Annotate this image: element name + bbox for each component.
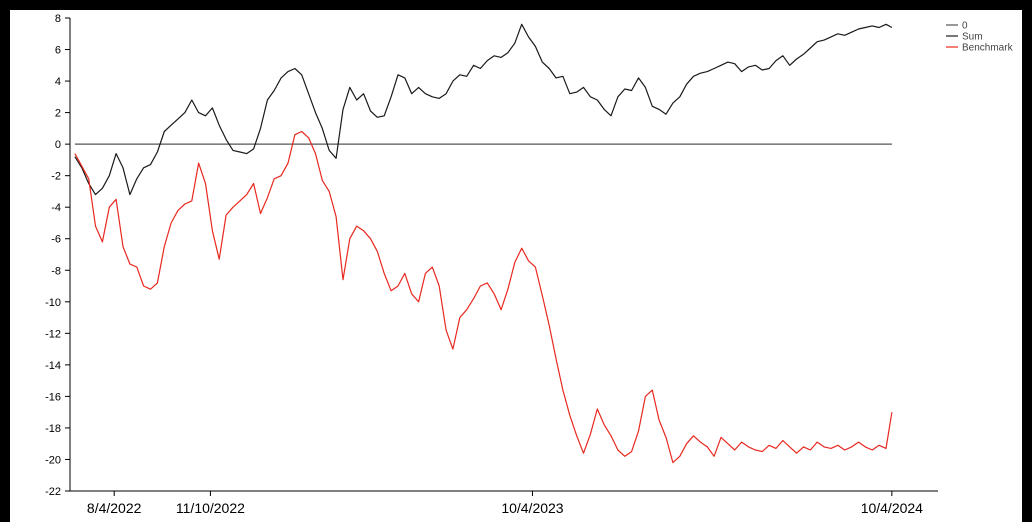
y-tick-label: -2 (51, 171, 61, 183)
x-tick-label: 10/4/2024 (861, 500, 923, 516)
y-tick-label: -20 (45, 454, 61, 466)
x-tick-label: 8/4/2022 (87, 500, 142, 516)
chart-panel-background (10, 10, 1022, 522)
x-tick-label: 11/10/2022 (176, 500, 245, 516)
y-tick-label: -12 (45, 328, 61, 340)
legend-label: Benchmark (962, 43, 1014, 54)
y-tick-label: 0 (55, 139, 61, 151)
x-axis-ticks: 8/4/2022 11/10/2022 10/4/2023 10/4/2024 (87, 491, 923, 516)
legend-label: Sum (962, 32, 983, 43)
series-line-benchmark (74, 130, 893, 464)
y-tick-label: -22 (45, 486, 61, 498)
y-tick-label: -6 (51, 234, 61, 246)
y-tick-label: -4 (51, 202, 61, 214)
x-tick-label: 10/4/2023 (501, 500, 563, 516)
y-tick-label: -10 (45, 297, 61, 309)
y-tick-label: -8 (51, 265, 61, 277)
y-tick-label: -18 (45, 423, 61, 435)
y-tick-label: 2 (55, 108, 61, 120)
y-tick-label: 8 (55, 13, 61, 25)
y-axis-ticks: 8 6 4 2 0 -2 -4 -6 -8 -10 -12 -14 -16 -18 -20 -22 (45, 13, 70, 498)
y-tick-label: 4 (55, 76, 61, 88)
series-lines (74, 23, 893, 464)
y-tick-label: -14 (45, 360, 61, 372)
legend-label: 0 (962, 21, 968, 32)
y-tick-label: 6 (55, 45, 61, 57)
y-tick-label: -16 (45, 391, 61, 403)
series-line-sum (74, 23, 893, 196)
